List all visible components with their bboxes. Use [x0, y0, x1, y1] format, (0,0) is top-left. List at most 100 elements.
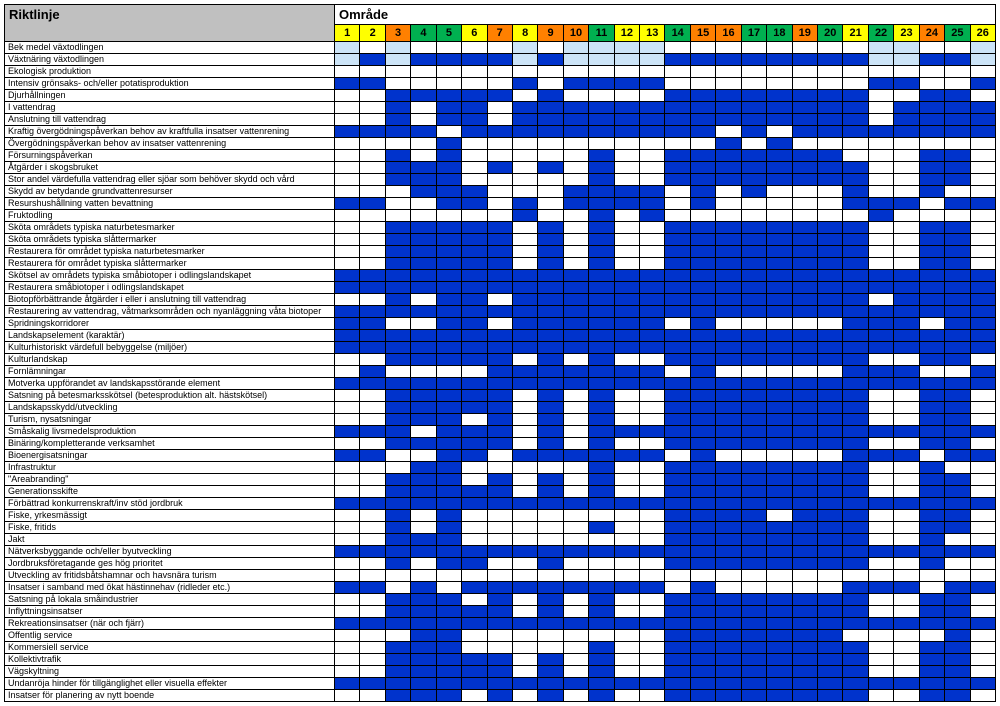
cell [462, 114, 487, 126]
row-label: Stor andel värdefulla vattendrag eller s… [5, 174, 335, 186]
cell [945, 510, 970, 522]
cell [538, 666, 563, 678]
cell [818, 282, 843, 294]
cell [894, 306, 919, 318]
cell [335, 246, 360, 258]
cell [945, 390, 970, 402]
cell [945, 246, 970, 258]
cell [818, 318, 843, 330]
cell [360, 642, 385, 654]
cell [894, 42, 919, 54]
cell [411, 630, 436, 642]
row-label: Ekologisk produktion [5, 66, 335, 78]
cell [741, 486, 766, 498]
cell [970, 366, 995, 378]
cell [945, 690, 970, 702]
cell [563, 114, 588, 126]
cell [767, 330, 792, 342]
cell [970, 594, 995, 606]
cell [741, 54, 766, 66]
cell [945, 438, 970, 450]
cell [690, 582, 715, 594]
cell [385, 474, 410, 486]
cell [741, 78, 766, 90]
cell [868, 462, 893, 474]
cell [640, 522, 665, 534]
cell [970, 558, 995, 570]
cell [741, 294, 766, 306]
cell [335, 522, 360, 534]
cell [563, 102, 588, 114]
cell [665, 102, 690, 114]
table-row: Skydd av betydande grundvattenresurser [5, 186, 996, 198]
cell [436, 378, 461, 390]
cell [640, 306, 665, 318]
cell [945, 678, 970, 690]
cell [868, 510, 893, 522]
cell [919, 486, 944, 498]
cell [665, 402, 690, 414]
cell [767, 594, 792, 606]
cell [945, 318, 970, 330]
col-header-7: 7 [487, 25, 512, 42]
cell [589, 174, 614, 186]
cell [741, 582, 766, 594]
cell [868, 474, 893, 486]
cell [614, 510, 639, 522]
cell [563, 546, 588, 558]
cell [538, 690, 563, 702]
cell [436, 498, 461, 510]
cell [716, 318, 741, 330]
row-label: Landskapselement (karaktär) [5, 330, 335, 342]
row-label: Infrastruktur [5, 462, 335, 474]
cell [538, 330, 563, 342]
cell [614, 66, 639, 78]
cell [716, 414, 741, 426]
col-header-10: 10 [563, 25, 588, 42]
cell [665, 618, 690, 630]
cell [818, 366, 843, 378]
col-header-21: 21 [843, 25, 868, 42]
cell [741, 222, 766, 234]
cell [614, 54, 639, 66]
cell [665, 186, 690, 198]
cell [512, 426, 537, 438]
cell [945, 234, 970, 246]
cell [335, 546, 360, 558]
cell [665, 210, 690, 222]
cell [818, 294, 843, 306]
cell [538, 558, 563, 570]
cell [818, 378, 843, 390]
cell [690, 246, 715, 258]
cell [690, 366, 715, 378]
cell [741, 462, 766, 474]
cell [818, 114, 843, 126]
cell [690, 438, 715, 450]
cell [868, 78, 893, 90]
cell [716, 42, 741, 54]
cell [360, 162, 385, 174]
cell [614, 462, 639, 474]
cell [970, 438, 995, 450]
cell [436, 630, 461, 642]
table-row: Nätverksbyggande och/eller byutveckling [5, 546, 996, 558]
cell [462, 222, 487, 234]
cell [385, 390, 410, 402]
cell [385, 378, 410, 390]
cell [411, 366, 436, 378]
cell [614, 378, 639, 390]
cell [462, 294, 487, 306]
cell [487, 354, 512, 366]
cell [818, 102, 843, 114]
cell [335, 42, 360, 54]
cell [919, 186, 944, 198]
cell [716, 450, 741, 462]
matrix-table: Riktlinje Område 12345678910111213141516… [4, 4, 996, 702]
cell [436, 474, 461, 486]
table-row: Övergödningspåverkan behov av insatser v… [5, 138, 996, 150]
cell [970, 150, 995, 162]
cell [970, 138, 995, 150]
col-header-24: 24 [919, 25, 944, 42]
cell [792, 666, 817, 678]
cell [563, 594, 588, 606]
